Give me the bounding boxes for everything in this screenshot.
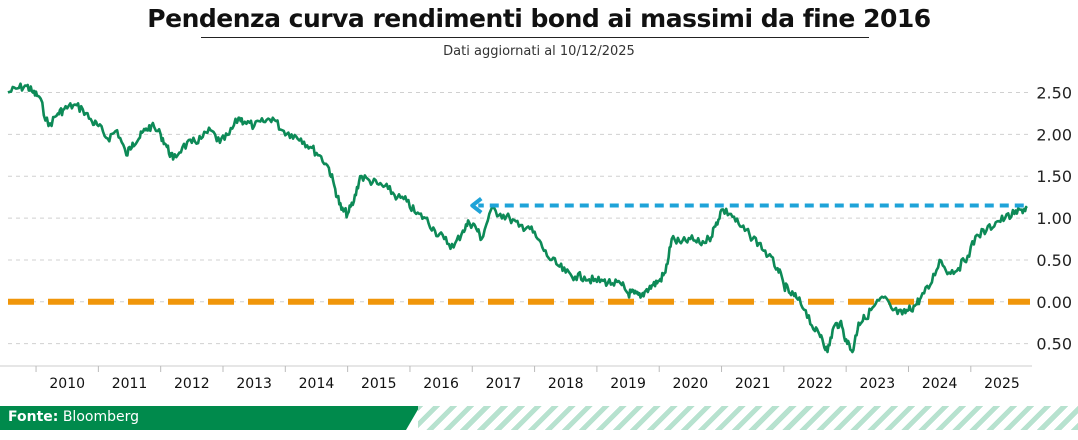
x-tick-label: 2023 — [860, 376, 896, 392]
x-axis-ticks: 2010 2011 2012 2013 2014 2015 2016 2017 2018 2019… — [0, 365, 1032, 392]
decorative-hatch — [418, 406, 1078, 430]
x-tick-label: 2017 — [486, 376, 522, 392]
x-tick-label: 2012 — [174, 376, 210, 392]
x-tick-label: 2018 — [548, 376, 584, 392]
x-tick-label: 2024 — [922, 376, 958, 392]
y-tick-label: 1.50 — [1036, 167, 1072, 186]
y-tick-label: 0.00 — [1036, 293, 1072, 312]
x-tick-label: 2015 — [361, 376, 397, 392]
y-tick-label: 0.50 — [1036, 335, 1072, 354]
chart-subtitle: Dati aggiornati al 10/12/2025 — [443, 44, 635, 59]
x-tick-label: 2019 — [610, 376, 646, 392]
x-tick-label: 2025 — [984, 376, 1020, 392]
y-tick-label: 0.50 — [1036, 251, 1072, 270]
footer: Fonte: Bloomberg — [0, 406, 1078, 430]
x-tick-label: 2016 — [423, 376, 459, 392]
x-tick-label: 2022 — [797, 376, 833, 392]
x-tick-label: 2014 — [299, 376, 335, 392]
y-tick-label: 2.00 — [1036, 125, 1072, 144]
series-path — [7, 82, 1028, 354]
x-tick-label: 2021 — [735, 376, 771, 392]
source-text: Fonte: Bloomberg — [8, 409, 139, 425]
x-tick-label: 2020 — [673, 376, 709, 392]
chart-title: Pendenza curva rendimenti bond ai massim… — [147, 4, 931, 33]
y-axis-ticks: 2.50 2.00 1.50 1.00 0.50 0.00 0.50 — [1036, 84, 1072, 354]
y-tick-label: 2.50 — [1036, 84, 1072, 103]
series-line — [7, 82, 1028, 354]
horizontal-arrow — [470, 196, 1024, 215]
x-tick-label: 2011 — [112, 376, 148, 392]
x-tick-label: 2010 — [49, 376, 85, 392]
source-label: Fonte: — [8, 409, 59, 425]
arrow-head — [470, 196, 483, 215]
x-tick-label: 2013 — [236, 376, 272, 392]
chart-area: 2.502.001.501.000.500.000.50 2010 2011 201… — [0, 82, 1072, 392]
y-tick-label: 1.00 — [1036, 209, 1072, 228]
source-value: Bloomberg — [62, 409, 139, 425]
title-underline — [201, 37, 869, 38]
source-bar: Fonte: Bloomberg — [0, 406, 420, 430]
grid-lines — [8, 92, 1030, 345]
